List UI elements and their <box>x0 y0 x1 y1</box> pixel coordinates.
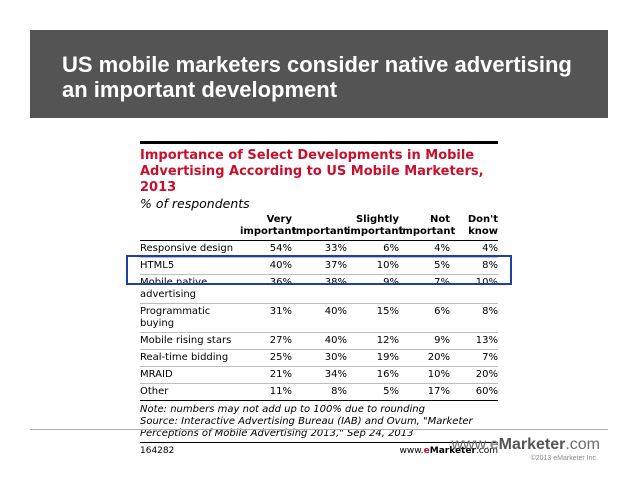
cell-value: 8% <box>482 306 498 317</box>
header-label-cell <box>140 214 240 241</box>
table-row: Real-time bidding 25% 30% 19% 20% 7% <box>140 350 498 367</box>
emarketer-logo: www.eMarketer.com <box>451 436 600 454</box>
footer-brand-marketer: Marketer <box>498 436 566 453</box>
header-not-important: Not important <box>399 214 456 237</box>
row-label: Mobile rising stars <box>140 335 232 346</box>
cell-value: 17% <box>427 386 450 397</box>
cell-value: 40% <box>269 260 292 271</box>
card-footer: 164282 www.eMarketer.com <box>140 445 498 457</box>
cell-value: 10% <box>475 277 498 288</box>
row-label: Real-time bidding <box>140 352 229 363</box>
cell-value: 33% <box>324 243 347 254</box>
cell-value: 40% <box>324 306 347 317</box>
cell-value: 20% <box>475 369 498 380</box>
cell-value: 54% <box>269 243 292 254</box>
cell-value: 6% <box>434 306 450 317</box>
table-row: HTML5 40% 37% 10% 5% 8% <box>140 258 498 275</box>
footer-brand-com: .com <box>565 436 600 453</box>
cell-value: 6% <box>383 243 399 254</box>
cell-value: 9% <box>434 335 450 346</box>
card-brand-www: www. <box>399 446 424 456</box>
cell-value: 30% <box>324 352 347 363</box>
card-title-line-1: Importance of Select Developments in Mob… <box>140 148 475 163</box>
cell-value: 12% <box>376 335 399 346</box>
footer-rule <box>140 442 498 443</box>
note-text: Note: numbers may not add up to 100% due… <box>140 404 425 415</box>
cell-value: 19% <box>376 352 399 363</box>
cell-value: 21% <box>269 369 292 380</box>
footer-brand-www: www. <box>451 436 490 453</box>
cell-value: 38% <box>324 277 347 288</box>
cell-value: 15% <box>376 306 399 317</box>
cell-value: 36% <box>269 277 292 288</box>
cell-value: 60% <box>475 386 498 397</box>
table-row: Mobile rising stars 27% 40% 12% 9% 13% <box>140 333 498 350</box>
card-brand: www.eMarketer.com <box>400 445 499 457</box>
table-row-highlighted: Mobile native advertising 36% 38% 9% 7% … <box>140 275 498 304</box>
card-brand-com: .com <box>475 446 498 456</box>
table-row: Other 11% 8% 5% 17% 60% <box>140 384 498 401</box>
cell-value: 9% <box>383 277 399 288</box>
row-label: Responsive design <box>140 243 234 254</box>
cell-value: 25% <box>269 352 292 363</box>
row-label: HTML5 <box>140 260 175 271</box>
cell-value: 34% <box>324 369 347 380</box>
card-top-rule <box>140 141 498 144</box>
slide-title: US mobile marketers consider native adve… <box>62 52 572 102</box>
cell-value: 7% <box>482 352 498 363</box>
row-label: Programmatic buying <box>140 306 211 329</box>
row-label: Mobile native advertising <box>140 277 208 300</box>
cell-value: 13% <box>475 335 498 346</box>
row-highlight-box <box>126 255 512 285</box>
cell-value: 16% <box>376 369 399 380</box>
chart-id: 164282 <box>140 446 175 456</box>
cell-value: 4% <box>482 243 498 254</box>
row-label: MRAID <box>140 369 173 380</box>
header-dont-know: Don't know <box>467 214 498 237</box>
source-text: Source: Interactive Advertising Bureau (… <box>140 416 473 439</box>
cell-value: 27% <box>269 335 292 346</box>
cell-value: 37% <box>324 260 347 271</box>
slide-divider <box>30 429 608 430</box>
cell-value: 5% <box>383 386 399 397</box>
cell-value: 7% <box>434 277 450 288</box>
table-row: MRAID 21% 34% 16% 10% 20% <box>140 367 498 384</box>
cell-value: 8% <box>482 260 498 271</box>
cell-value: 10% <box>376 260 399 271</box>
header-important: Important <box>292 226 349 237</box>
notes-block: Note: numbers may not add up to 100% due… <box>140 404 498 440</box>
row-label: Other <box>140 386 169 397</box>
footer-brand-e: e <box>489 436 499 453</box>
cell-value: 4% <box>434 243 450 254</box>
table-row: Programmatic buying 31% 40% 15% 6% 8% <box>140 304 498 333</box>
cell-value: 11% <box>269 386 292 397</box>
cell-value: 5% <box>434 260 450 271</box>
copyright-text: ©2013 eMarketer Inc. <box>530 455 598 462</box>
cell-value: 20% <box>427 352 450 363</box>
cell-value: 31% <box>269 306 292 317</box>
cell-value: 10% <box>427 369 450 380</box>
header-slightly-important: Slightly important <box>347 214 404 237</box>
card-title-line-2: Advertising According to US Mobile Marke… <box>140 164 484 195</box>
table-header-row: Very important Important Slightly import… <box>140 214 498 241</box>
cell-value: 40% <box>324 335 347 346</box>
card-brand-e: e <box>423 446 430 456</box>
chart-card: Importance of Select Developments in Mob… <box>140 141 498 457</box>
card-brand-marketer: Marketer <box>429 446 476 456</box>
title-banner <box>30 30 608 118</box>
cell-value: 8% <box>331 386 347 397</box>
data-table: Very important Important Slightly import… <box>140 214 498 401</box>
header-very-important: Very important <box>240 214 297 237</box>
card-subtitle: % of respondents <box>140 196 250 211</box>
table-row: Responsive design 54% 33% 6% 4% 4% <box>140 241 498 258</box>
card-title: Importance of Select Developments in Mob… <box>140 148 498 196</box>
